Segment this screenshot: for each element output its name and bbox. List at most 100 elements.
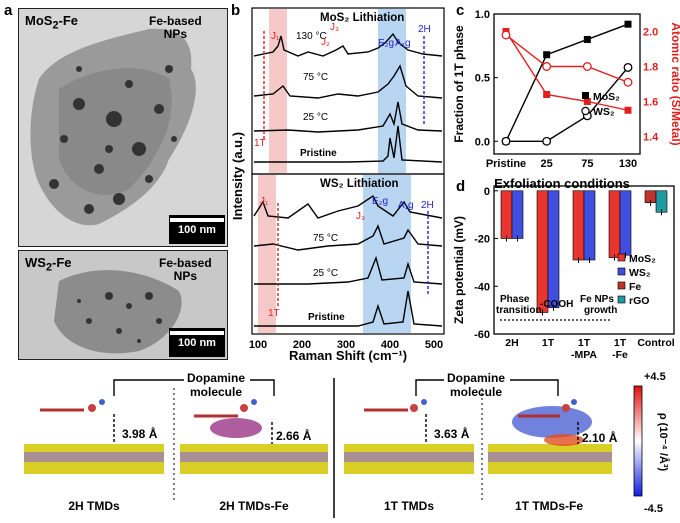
- chart-c-xtick-1: 25: [541, 158, 553, 170]
- raman-j1-band-top: [269, 9, 287, 173]
- annot-cooh: -COOH: [540, 299, 573, 310]
- slab-1t: [344, 444, 474, 474]
- colorbar-max: +4.5: [644, 371, 666, 383]
- dopamine-label-left-2: molecule: [190, 385, 242, 399]
- chart-c-ytick-right-0: 1.4: [643, 132, 659, 144]
- chart-d-ylabel: Zeta potential (mV): [452, 216, 466, 324]
- panel-d-letter: d: [456, 178, 466, 195]
- raman-xtick-300: 300: [337, 339, 355, 351]
- chart-c-ytick-left-2: 1.0: [475, 9, 490, 21]
- raman-peak-j3-bottom: J₃: [356, 211, 365, 222]
- caption-2h: 2H TMDs: [68, 499, 120, 513]
- dopamine-arrow-l2: [250, 379, 275, 396]
- raman-trace-mos2-pristine: [254, 125, 443, 163]
- chart-c-point-2-2: [583, 98, 591, 105]
- raman-peak-1t-bottom: 1T: [268, 308, 280, 319]
- tem-ws2-title: WS2-Fe: [25, 255, 72, 274]
- tem-image-ws2-fe: WS2-Fe Fe-based NPs 100 nm: [18, 250, 228, 360]
- raman-peak-j1-bottom: J₁: [260, 196, 269, 207]
- raman-peak-j1-top: J₁: [271, 31, 280, 42]
- chart-d-bar-0-0: [500, 190, 513, 239]
- raman-spectra-chart: Intensity (a.u.) MoS₂ Lithiation WS₂ Lit…: [230, 7, 445, 351]
- chart-d-bar-1-0: [536, 190, 549, 313]
- chart-c-ytick-right-3: 2.0: [643, 27, 658, 39]
- raman-peak-a1g-top: A₁g: [395, 38, 411, 49]
- molecule-2h: [40, 399, 105, 412]
- chart-d-bar-2-1: [583, 190, 596, 261]
- raman-trace-ws2-25: [254, 255, 443, 285]
- raman-trace-mos2-75: [253, 64, 443, 99]
- legend-ws2-swatch: [617, 267, 626, 276]
- chart-c-point-3-3: [623, 77, 633, 87]
- raman-peak-a1g-bottom: A₁g: [398, 200, 414, 211]
- chart-d-ytick-3: -60: [474, 329, 490, 341]
- legend-rgo-swatch: [617, 295, 626, 304]
- chart-d-ytick-2: -40: [474, 281, 490, 293]
- chart-c-point-3-1: [542, 62, 552, 71]
- dopamine-arrow-r2: [510, 379, 559, 396]
- raman-peak-2h-top: 2H: [418, 24, 431, 35]
- chart-d-frame: [493, 185, 675, 335]
- legend-mos2-swatch: [617, 253, 626, 262]
- chart-c-ylabel-right: Atomic ratio (S/Metal): [669, 22, 680, 145]
- dopamine-label-right-1: Dopamine: [447, 371, 505, 385]
- raman-top-label-75: 75 °C: [303, 72, 328, 83]
- chart-c-xlabel: Exfoliation conditions: [494, 176, 630, 191]
- panel-a-letter: a: [4, 2, 13, 19]
- chart-d-bar-0-1: [511, 190, 524, 239]
- raman-xtick-400: 400: [381, 339, 399, 351]
- legend-mos2-label: MoS₂: [593, 91, 620, 103]
- legend-ws2-label: WS₂: [593, 106, 615, 118]
- dopamine-label-right-2: molecule: [450, 385, 502, 399]
- colorbar: [633, 385, 643, 497]
- legend-fe-text: Fe: [629, 281, 641, 293]
- chart-c-line-2: [505, 31, 629, 111]
- raman-j1-band-bottom: [258, 175, 276, 333]
- raman-xtick-100: 100: [249, 339, 267, 351]
- raman-top-label-130: 130 °C: [296, 31, 327, 42]
- dft-structures: Dopamine molecule Dopamine molecule: [24, 371, 670, 518]
- chart-d-legend: MoS₂ WS₂ Fe rGO: [617, 253, 656, 307]
- raman-trace-ws2-pristine: [254, 290, 443, 327]
- zeta-potential-chart: Zeta potential (mV) 0 -20 -40 -60 MoS₂ WS₂ …: [452, 185, 675, 361]
- raman-trace-ws2-75: [253, 224, 443, 251]
- chart-d-xtick-1: 1T: [542, 337, 555, 349]
- raman-xtick-200: 200: [293, 339, 311, 351]
- chart-c-ytick-right-1: 1.6: [643, 97, 658, 109]
- raman-xlabel: Raman Shift (cm⁻¹): [288, 348, 408, 363]
- distance-1t-fe: 2.10 Å: [582, 430, 618, 445]
- chart-c-point-0-1: [543, 51, 551, 59]
- raman-xtick-500: 500: [425, 339, 443, 351]
- chart-c-xtick-2: 75: [581, 158, 593, 170]
- annot-phase-transition-2: transition: [496, 305, 542, 316]
- raman-top-label-25: 25 °C: [303, 112, 328, 123]
- distance-lines: [113, 414, 579, 444]
- dopamine-arrow-r1: [415, 379, 444, 396]
- tem-mos2-scalebar: 100 nm: [169, 215, 225, 244]
- panel-b-letter: b: [231, 2, 241, 19]
- tem-image-mos2-fe: MoS2-Fe Fe-based NPs 100 nm: [18, 8, 228, 247]
- chart-c-point-1-3: [623, 63, 633, 72]
- raman-ylabel: Intensity (a.u.): [230, 132, 245, 220]
- distance-2h-fe: 2.66 Å: [276, 428, 312, 443]
- raman-peak-e2g-top: E₂g: [378, 38, 394, 49]
- legend-fe-swatch: [617, 281, 626, 290]
- raman-bottom-label-75: 75 °C: [313, 233, 338, 244]
- raman-bottom-frame: [251, 173, 445, 335]
- distance-2h: 3.98 Å: [122, 426, 158, 441]
- distance-1t: 3.63 Å: [434, 426, 470, 441]
- chart-c-ylabel-left: Fraction of 1T phase: [452, 25, 466, 143]
- colorbar-min: -4.5: [644, 503, 663, 515]
- raman-trace-mos2-130: [253, 32, 443, 57]
- chart-c-point-1-0: [501, 136, 511, 146]
- chart-c-ytick-left-1: 0.5: [475, 73, 490, 85]
- molecule-1t: [364, 399, 427, 412]
- dft-panel: Dopamine molecule Dopamine molecule: [4, 368, 676, 518]
- chart-c-point-0-3: [624, 20, 632, 28]
- chart-d-ytick-1: -20: [474, 234, 490, 246]
- caption-1t: 1T TMDs: [384, 499, 434, 513]
- raman-top-title: MoS₂ Lithiation: [320, 12, 404, 24]
- chart-d-xtick-2: 1T: [578, 337, 591, 349]
- chart-c-line-3: [505, 34, 629, 83]
- chart-c-legend: MoS₂ WS₂: [581, 91, 620, 118]
